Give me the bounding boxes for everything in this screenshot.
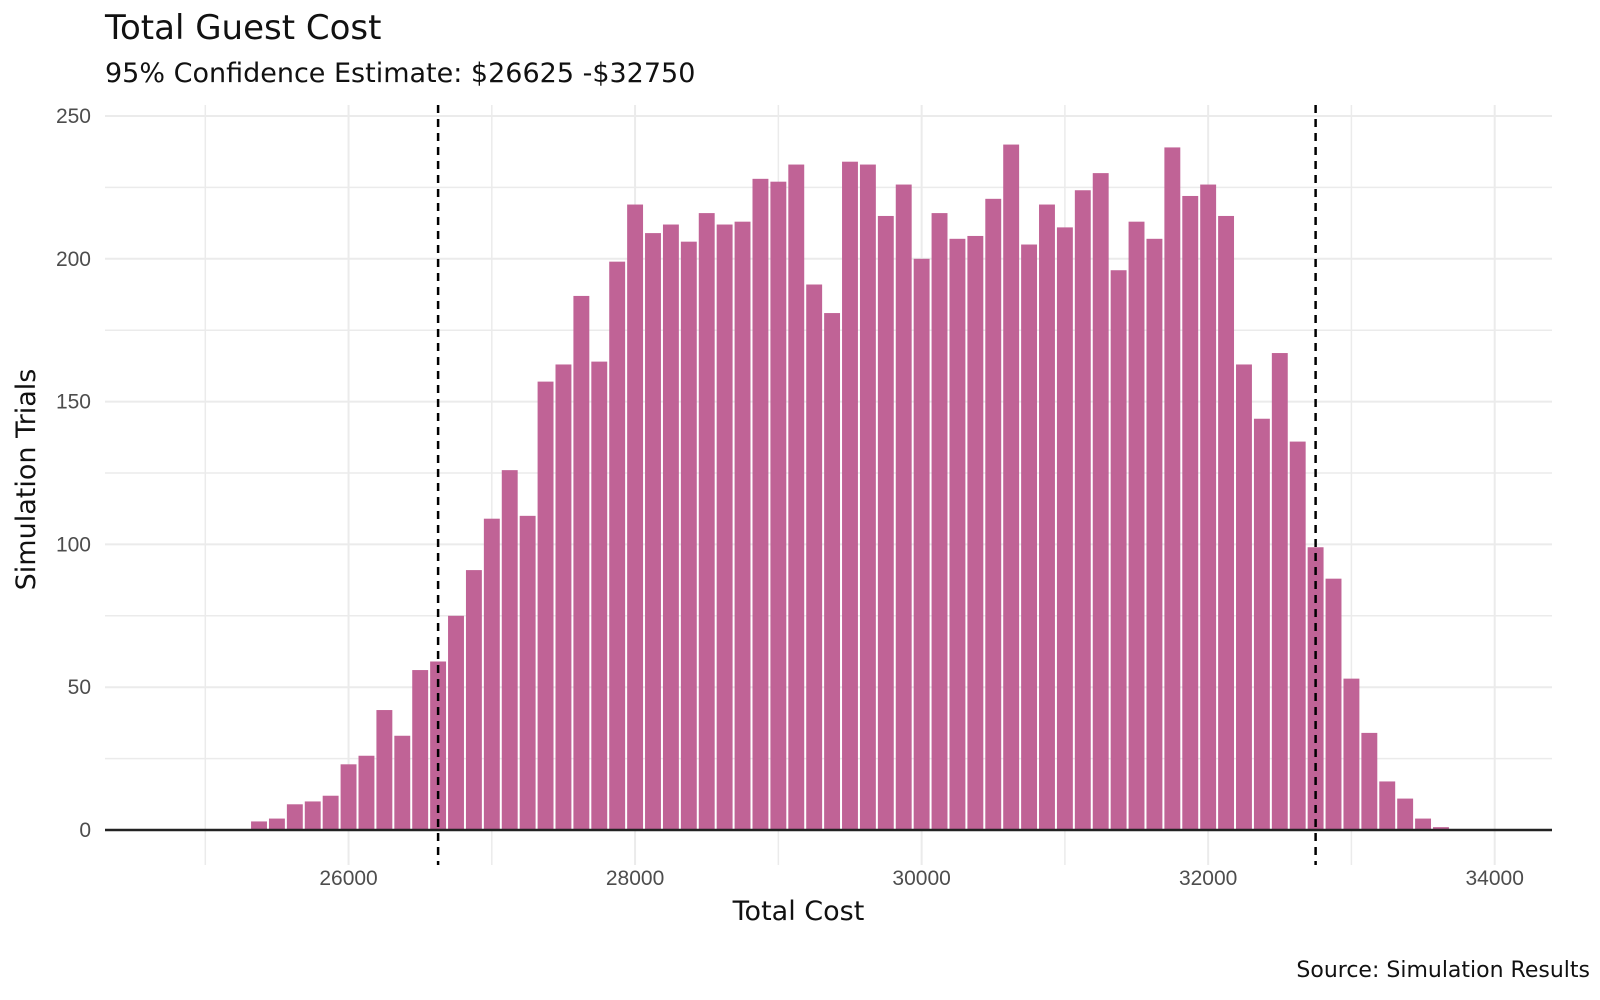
histogram-bar (573, 295, 590, 831)
histogram-bar (645, 233, 661, 830)
histogram-bar (985, 198, 1002, 831)
histogram-bar (322, 795, 339, 830)
histogram-bar (340, 764, 357, 830)
y-tick-label: 200 (56, 248, 91, 271)
x-tick-label: 28000 (606, 867, 664, 890)
histogram-bar (304, 801, 321, 830)
y-tick-label: 0 (79, 819, 91, 842)
histogram-bar (1182, 195, 1199, 830)
histogram-bar (913, 258, 930, 830)
histogram-bar (770, 181, 787, 831)
histogram-bar (1092, 173, 1109, 830)
histogram-bar (1164, 147, 1181, 830)
x-tick-label: 26000 (319, 867, 377, 890)
histogram-bar (1253, 418, 1270, 830)
chart-subtitle: 95% Confidence Estimate: $26625 -$32750 (105, 58, 696, 89)
histogram-bar (1415, 818, 1432, 830)
histogram-bar (1146, 238, 1163, 831)
histogram-bar (448, 615, 464, 830)
histogram-bar (1128, 221, 1145, 830)
histogram-bar (1021, 244, 1038, 830)
histogram-bar (1074, 190, 1091, 831)
histogram-bar (1003, 144, 1020, 830)
histogram-bar (1271, 353, 1288, 830)
histogram-bar (501, 470, 518, 830)
tick-labels: 26000 28000 30000 32000 34000 0 50 100 150 200 250 (56, 105, 1524, 890)
histogram-bar (752, 178, 769, 830)
histogram-bar (1110, 270, 1127, 830)
histogram-bar (1056, 227, 1073, 830)
histogram-bar (412, 670, 429, 830)
x-axis-title: Total Cost (732, 896, 865, 927)
histogram-bar (1289, 441, 1306, 830)
histogram-bar (842, 161, 858, 831)
histogram-bar (251, 821, 267, 830)
histogram-bar (394, 735, 411, 830)
histogram-bar (1307, 547, 1324, 830)
histogram-bar (1343, 678, 1360, 830)
histogram-bar (859, 164, 876, 830)
histogram-bar (1218, 215, 1235, 830)
chart-caption: Source: Simulation Results (1296, 958, 1590, 983)
histogram-bar (931, 213, 948, 830)
histogram-bar (537, 381, 554, 830)
histogram-bar (358, 755, 375, 830)
bars (251, 144, 1449, 831)
histogram-bar (1200, 184, 1217, 830)
x-tick-label: 32000 (1179, 867, 1237, 890)
histogram-bar (1039, 204, 1055, 830)
histogram-bar (734, 221, 751, 830)
histogram-bar (609, 261, 626, 830)
histogram-bar (716, 224, 733, 830)
y-tick-label: 100 (56, 533, 91, 556)
histogram-bar (824, 313, 841, 831)
histogram-bar (286, 804, 303, 830)
histogram-bar (465, 570, 482, 830)
histogram-bar (627, 204, 644, 830)
chart-title: Total Guest Cost (105, 8, 382, 48)
histogram-bar (1397, 798, 1414, 830)
histogram-bar (519, 515, 536, 830)
histogram-bar (895, 184, 912, 830)
histogram-bar (698, 213, 715, 830)
y-tick-label: 150 (56, 391, 91, 414)
histogram-bar (662, 224, 679, 830)
histogram-bar (1361, 732, 1378, 830)
histogram-bar (1325, 578, 1342, 830)
histogram-bar (680, 241, 697, 830)
y-tick-label: 50 (68, 676, 91, 699)
y-axis-title: Simulation Trials (11, 369, 42, 591)
histogram-bar (949, 238, 966, 831)
histogram-bar (430, 661, 447, 830)
histogram-bar (268, 818, 285, 830)
histogram-bar (1236, 364, 1252, 830)
y-tick-label: 250 (56, 105, 91, 128)
histogram-bar (376, 710, 393, 830)
x-tick-label: 30000 (892, 867, 950, 890)
histogram-bar (806, 284, 823, 830)
histogram-bar (555, 364, 572, 830)
histogram-bar (1433, 827, 1449, 830)
histogram-bar (1379, 781, 1396, 830)
histogram-bar (788, 164, 805, 830)
histogram-bar (483, 518, 500, 830)
histogram-bar (967, 235, 984, 830)
confidence-lines (436, 105, 1317, 865)
histogram-bar (591, 361, 608, 830)
histogram-bar (877, 215, 894, 830)
x-tick-label: 34000 (1465, 867, 1523, 890)
